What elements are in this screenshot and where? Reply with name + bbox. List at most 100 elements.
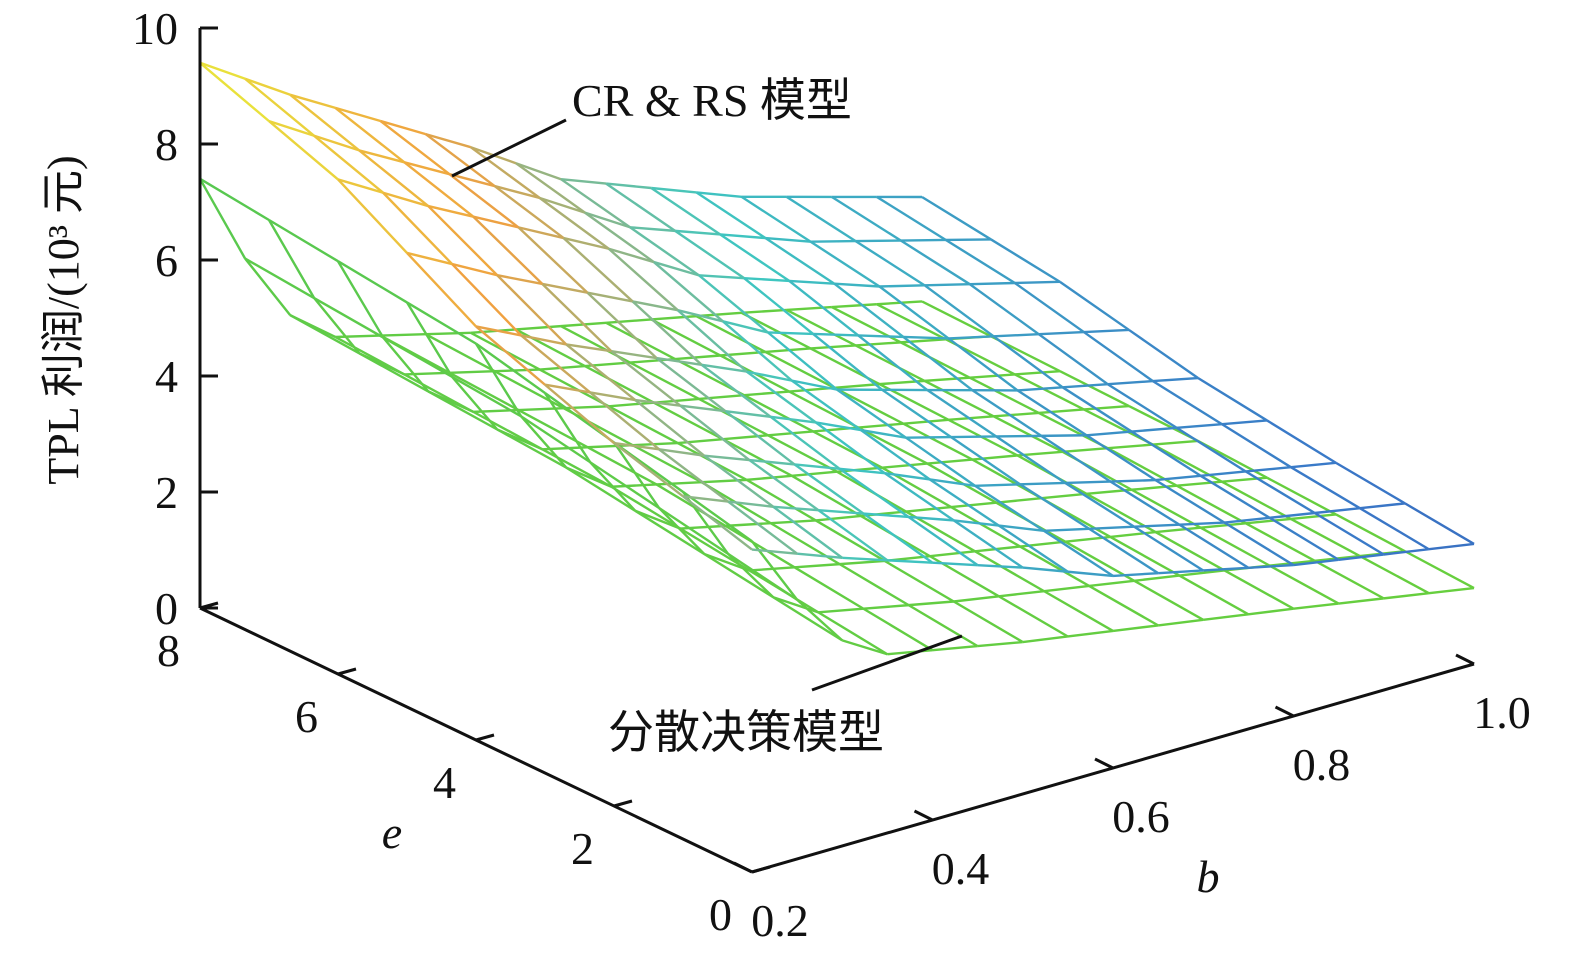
mesh-line-b6-e2 xyxy=(815,519,886,562)
mesh-line-b9-e1 xyxy=(1019,483,1090,530)
mesh-line-b6-e3 xyxy=(746,370,817,424)
mesh-line-b0-e6 xyxy=(268,120,339,181)
mesh-line-e8-b7 xyxy=(515,162,562,181)
mesh-line-e0-b9 xyxy=(1157,618,1204,627)
mesh-line-b15-e1 xyxy=(1290,466,1361,510)
mesh-line-b16-e5 xyxy=(1059,370,1130,408)
mesh-line-b7-e2 xyxy=(860,429,931,481)
mesh-line-e7-b11 xyxy=(765,236,811,243)
mesh-line-b4-e1 xyxy=(793,463,865,515)
mesh-line-e6-b4 xyxy=(518,226,564,240)
mesh-line-b3-e5 xyxy=(472,215,544,285)
mesh-line-e6-b9 xyxy=(744,390,790,397)
mesh-line-e8-b4 xyxy=(380,333,426,337)
mesh-line-b4-e5 xyxy=(517,408,589,449)
mesh-line-e6-b7 xyxy=(653,260,700,277)
mesh-line-b9-e0 xyxy=(1088,584,1159,627)
mesh-line-b2-e5 xyxy=(427,390,498,431)
mesh-line-b6-e6 xyxy=(539,368,610,408)
mesh-line-b14-e1 xyxy=(1245,522,1316,562)
mesh-line-b11-e7 xyxy=(695,191,767,240)
mesh-line-e3-b6 xyxy=(815,421,862,432)
mesh-line-b5-e5 xyxy=(562,237,634,303)
z-tick-label-3: 6 xyxy=(155,235,178,286)
mesh-line-b2-e6 xyxy=(358,352,429,393)
mesh-line-e8-b1 xyxy=(244,257,292,316)
mesh-line-b10-e7 xyxy=(650,187,721,236)
mesh-line-b13-e7 xyxy=(785,195,857,243)
mesh-line-e1-b3 xyxy=(818,607,864,614)
mesh-line-b6-e4 xyxy=(676,309,748,373)
mesh-line-e4-b11 xyxy=(972,454,1018,461)
mesh-line-b9-e6 xyxy=(674,229,745,280)
mesh-line-e5-b1 xyxy=(451,262,498,277)
mesh-line-e5-b3 xyxy=(542,446,588,451)
mesh-line-e3-b12 xyxy=(1086,430,1132,437)
mesh-line-b0-e4 xyxy=(406,301,477,345)
mesh-line-b4-e5 xyxy=(517,226,589,294)
mesh-line-b15-e4 xyxy=(1083,331,1154,383)
mesh-line-e2-b13 xyxy=(1200,470,1246,477)
mesh-line-b9-e0 xyxy=(1088,527,1159,575)
mesh-line-b11-e5 xyxy=(833,282,905,338)
mesh-line-e2-b10 xyxy=(1065,480,1111,485)
mesh-line-b11-e3 xyxy=(971,389,1043,437)
mesh-line-b14-e7 xyxy=(831,195,902,242)
mesh-line-e3-b0 xyxy=(543,392,592,463)
mesh-line-e0-b6 xyxy=(1022,635,1069,644)
mesh-line-e3-b14 xyxy=(1176,480,1222,487)
mesh-line-b9-e5 xyxy=(743,394,814,433)
mesh-line-b15-e5 xyxy=(1014,282,1085,334)
mesh-line-e7-b9 xyxy=(675,354,721,361)
mesh-line-b10-e1 xyxy=(1064,481,1135,528)
mesh-line-b10-e7 xyxy=(650,318,721,357)
mesh-line-e3-b0 xyxy=(544,383,591,394)
mesh-line-b4-e0 xyxy=(862,512,934,564)
surface-cr-rs xyxy=(199,61,1475,578)
mesh-line-e0-b1 xyxy=(797,552,843,560)
mesh-line-e0-b7 xyxy=(1067,570,1114,578)
mesh-line-e4-b4 xyxy=(656,480,702,486)
mesh-line-e8-b6 xyxy=(470,328,516,334)
mesh-line-b9-e2 xyxy=(950,436,1021,486)
e-tick-2 xyxy=(475,733,495,742)
mesh-line-e7-b6 xyxy=(539,364,585,371)
mesh-line-e7-b10 xyxy=(720,233,766,240)
mesh-line-b12-e5 xyxy=(878,285,950,340)
mesh-line-e6-b4 xyxy=(518,406,564,412)
mesh-line-e8-b9 xyxy=(606,318,652,324)
mesh-line-e2-b12 xyxy=(1155,526,1201,534)
mesh-line-e7-b6 xyxy=(539,196,586,214)
mesh-line-b8-e6 xyxy=(629,226,700,277)
mesh-line-b5-e7 xyxy=(425,333,496,373)
mesh-line-b13-e5 xyxy=(924,379,995,418)
x-axis-title: b xyxy=(1197,851,1220,902)
mesh-line-e8-b8 xyxy=(560,178,607,185)
mesh-line-b13-e2 xyxy=(1131,488,1202,529)
e-tick-1 xyxy=(613,799,633,808)
mesh-line-e0-b4 xyxy=(932,561,978,567)
mesh-line-b3-e4 xyxy=(541,283,613,353)
mesh-line-b4-e4 xyxy=(586,291,658,359)
mesh-line-e3-b9 xyxy=(951,501,997,509)
mesh-line-e2-b1 xyxy=(658,507,706,555)
mesh-line-e6-b2 xyxy=(427,204,474,218)
mesh-line-e0-b12 xyxy=(1293,602,1339,610)
mesh-line-e2-b11 xyxy=(1110,530,1156,539)
mesh-line-b5-e4 xyxy=(632,444,703,484)
mesh-line-b13-e5 xyxy=(923,284,995,338)
mesh-line-e3-b9 xyxy=(951,435,997,439)
mesh-line-e2-b12 xyxy=(1155,474,1201,482)
mesh-line-e2-b0 xyxy=(613,441,661,509)
mesh-line-e2-b6 xyxy=(884,471,931,481)
mesh-line-e7-b9 xyxy=(675,229,721,236)
mesh-line-b7-e5 xyxy=(653,401,724,441)
mesh-line-e0-b14 xyxy=(1383,592,1430,600)
z-tick-label-2: 4 xyxy=(155,351,178,402)
mesh-line-b15-e2 xyxy=(1221,423,1292,469)
mesh-line-e4-b13 xyxy=(1062,383,1108,389)
mesh-line-b5-e0 xyxy=(908,604,979,648)
mesh-line-b2-e7 xyxy=(289,314,360,355)
mesh-line-e3-b8 xyxy=(905,505,952,513)
mesh-line-b11-e4 xyxy=(902,422,973,461)
